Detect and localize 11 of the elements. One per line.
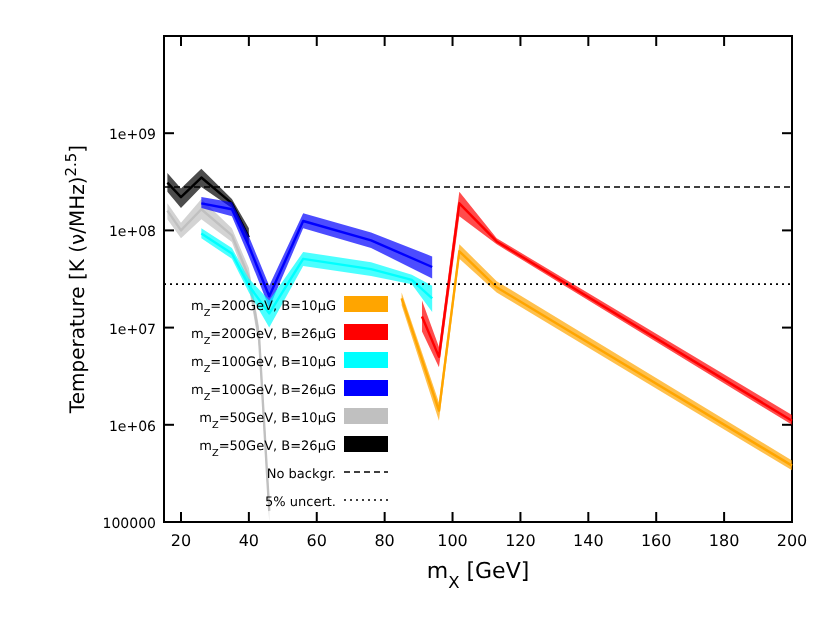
x-tick-label: 60: [306, 532, 327, 550]
x-tick-label: 160: [640, 532, 672, 550]
x-tick-label: 20: [170, 532, 192, 550]
x-tick-label: 100: [437, 532, 468, 550]
x-tick-label: 120: [505, 532, 536, 550]
x-axis-title: m$_{X}$ [GeV]: [426, 558, 530, 592]
x-tick-label: 180: [708, 532, 740, 550]
x-tick-label: 80: [374, 532, 395, 550]
x-tick-label: 140: [573, 532, 604, 550]
x-tick-label: 40: [238, 532, 260, 550]
x-tick-label: 200: [776, 532, 808, 550]
